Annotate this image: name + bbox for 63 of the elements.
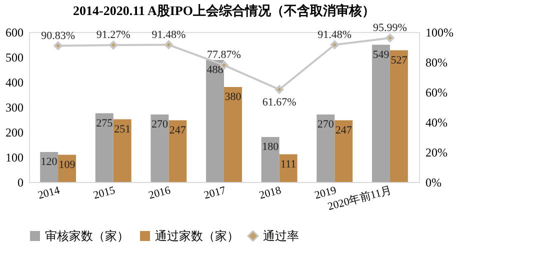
x-tick-label: 2014: [36, 184, 62, 202]
data-label: 251: [114, 123, 131, 136]
y2-tick-label: 100%: [426, 26, 454, 40]
data-label: 270: [151, 118, 168, 130]
data-label: 91.27%: [96, 29, 130, 42]
data-label: 109: [58, 158, 76, 171]
point: [54, 41, 62, 50]
data-label: 120: [40, 156, 58, 168]
data-label: 270: [317, 118, 334, 130]
y2-tick-label: 60%: [426, 86, 448, 100]
bar: [150, 114, 169, 182]
bar: [279, 154, 298, 182]
y-tick-label: 600: [6, 26, 24, 40]
data-label: 527: [390, 54, 408, 66]
bar: [113, 119, 132, 182]
point: [164, 40, 174, 50]
legend-label: 通过家数（家）: [155, 229, 239, 243]
y2-tick-label: 40%: [426, 116, 448, 130]
y-tick-label: 100: [6, 150, 24, 164]
y-tick-label: 400: [6, 76, 24, 90]
data-label: 95.99%: [372, 22, 407, 34]
bar: [334, 120, 353, 182]
bar: [168, 120, 187, 182]
data-label: 111: [280, 158, 296, 170]
chart-title: 2014-2020.11 A股IPO上会综合情况（不含取消审核）: [73, 3, 375, 18]
bar: [224, 87, 242, 182]
legend-label: 审核家数（家）: [45, 229, 129, 243]
y-tick-label: 200: [6, 126, 24, 140]
x-tick-label: 2016: [147, 184, 172, 202]
data-label: 247: [169, 124, 186, 136]
data-label: 91.48%: [318, 28, 352, 41]
x-tick-label: 2015: [92, 184, 117, 202]
bar: [261, 137, 280, 182]
data-label: 91.48%: [152, 28, 186, 41]
point: [109, 40, 118, 50]
bar: [206, 60, 224, 182]
data-label: 90.83%: [41, 30, 76, 42]
y-tick-label: 500: [6, 50, 24, 64]
bar: [390, 50, 408, 182]
y-tick-label: 0: [18, 176, 24, 190]
y-tick-label: 300: [6, 100, 24, 114]
legend-label: 通过率: [263, 229, 299, 243]
bar: [316, 114, 335, 182]
x-tick-label: 2018: [258, 184, 283, 202]
x-tick-label: 2017: [202, 184, 228, 202]
data-label: 77.87%: [207, 49, 241, 62]
data-label: 275: [96, 117, 114, 130]
y2-tick-label: 20%: [426, 146, 448, 160]
point: [330, 40, 339, 50]
data-label: 380: [224, 91, 242, 103]
data-label: 180: [262, 141, 280, 153]
bar: [95, 113, 114, 182]
data-label: 61.67%: [262, 96, 296, 108]
data-label: 488: [206, 64, 224, 76]
bar: [372, 44, 390, 182]
data-label: 549: [372, 48, 390, 61]
data-label: 247: [335, 124, 352, 136]
bar: [40, 152, 58, 182]
y2-tick-label: 0%: [426, 176, 442, 190]
x-tick-label: 2019: [313, 184, 338, 202]
y2-tick-label: 80%: [426, 56, 448, 70]
point: [274, 85, 284, 94]
point: [386, 34, 394, 42]
